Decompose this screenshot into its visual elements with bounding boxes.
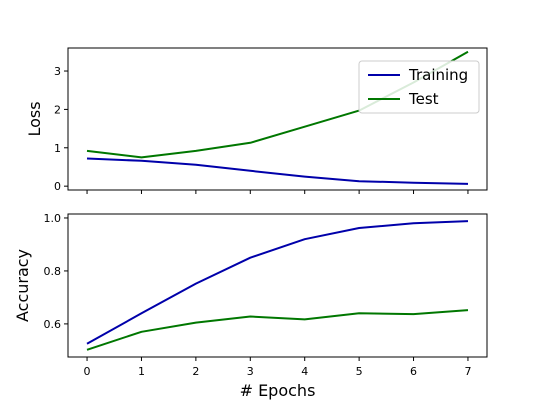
accuracy-axes-frame xyxy=(67,213,488,358)
loss-y-tick-label: 3 xyxy=(54,65,61,78)
loss-y-tick-label: 1 xyxy=(54,142,61,155)
accuracy-x-tick-label: 1 xyxy=(138,365,145,378)
loss-training-line xyxy=(86,157,469,185)
chart-panels: 0 1 2 3 Loss Training Test 0 1 2 3 4 5 6 7 0.6 0.8 1.0 Acc… xyxy=(13,47,488,400)
accuracy-x-axis-label: # Epochs xyxy=(240,381,316,400)
legend-training-label: Training xyxy=(408,66,468,84)
legend: Training Test xyxy=(358,60,480,114)
accuracy-training-line xyxy=(86,220,469,345)
accuracy-x-tick-label: 3 xyxy=(247,365,254,378)
accuracy-x-tick-label: 7 xyxy=(464,365,471,378)
accuracy-x-tick-label: 0 xyxy=(84,365,91,378)
loss-y-tick-label: 0 xyxy=(54,180,61,193)
accuracy-y-tick-label: 1.0 xyxy=(44,212,62,225)
loss-axes-frame xyxy=(67,47,488,191)
accuracy-x-tick-label: 5 xyxy=(356,365,363,378)
accuracy-y-tick-label: 0.8 xyxy=(44,265,62,278)
accuracy-x-tick-label: 4 xyxy=(301,365,308,378)
accuracy-x-tick-label: 6 xyxy=(410,365,417,378)
accuracy-panel: 0 1 2 3 4 5 6 7 0.6 0.8 1.0 Accuracy # Epochs xyxy=(13,212,488,400)
accuracy-y-axis-label: Accuracy xyxy=(13,249,32,322)
accuracy-x-tick-label: 2 xyxy=(192,365,199,378)
legend-test-label: Test xyxy=(408,90,439,108)
accuracy-test-line xyxy=(86,309,469,351)
loss-y-tick-label: 2 xyxy=(54,103,61,116)
loss-panel: 0 1 2 3 Loss Training Test xyxy=(25,47,488,194)
loss-y-axis-label: Loss xyxy=(25,101,44,136)
accuracy-y-tick-label: 0.6 xyxy=(44,318,62,331)
